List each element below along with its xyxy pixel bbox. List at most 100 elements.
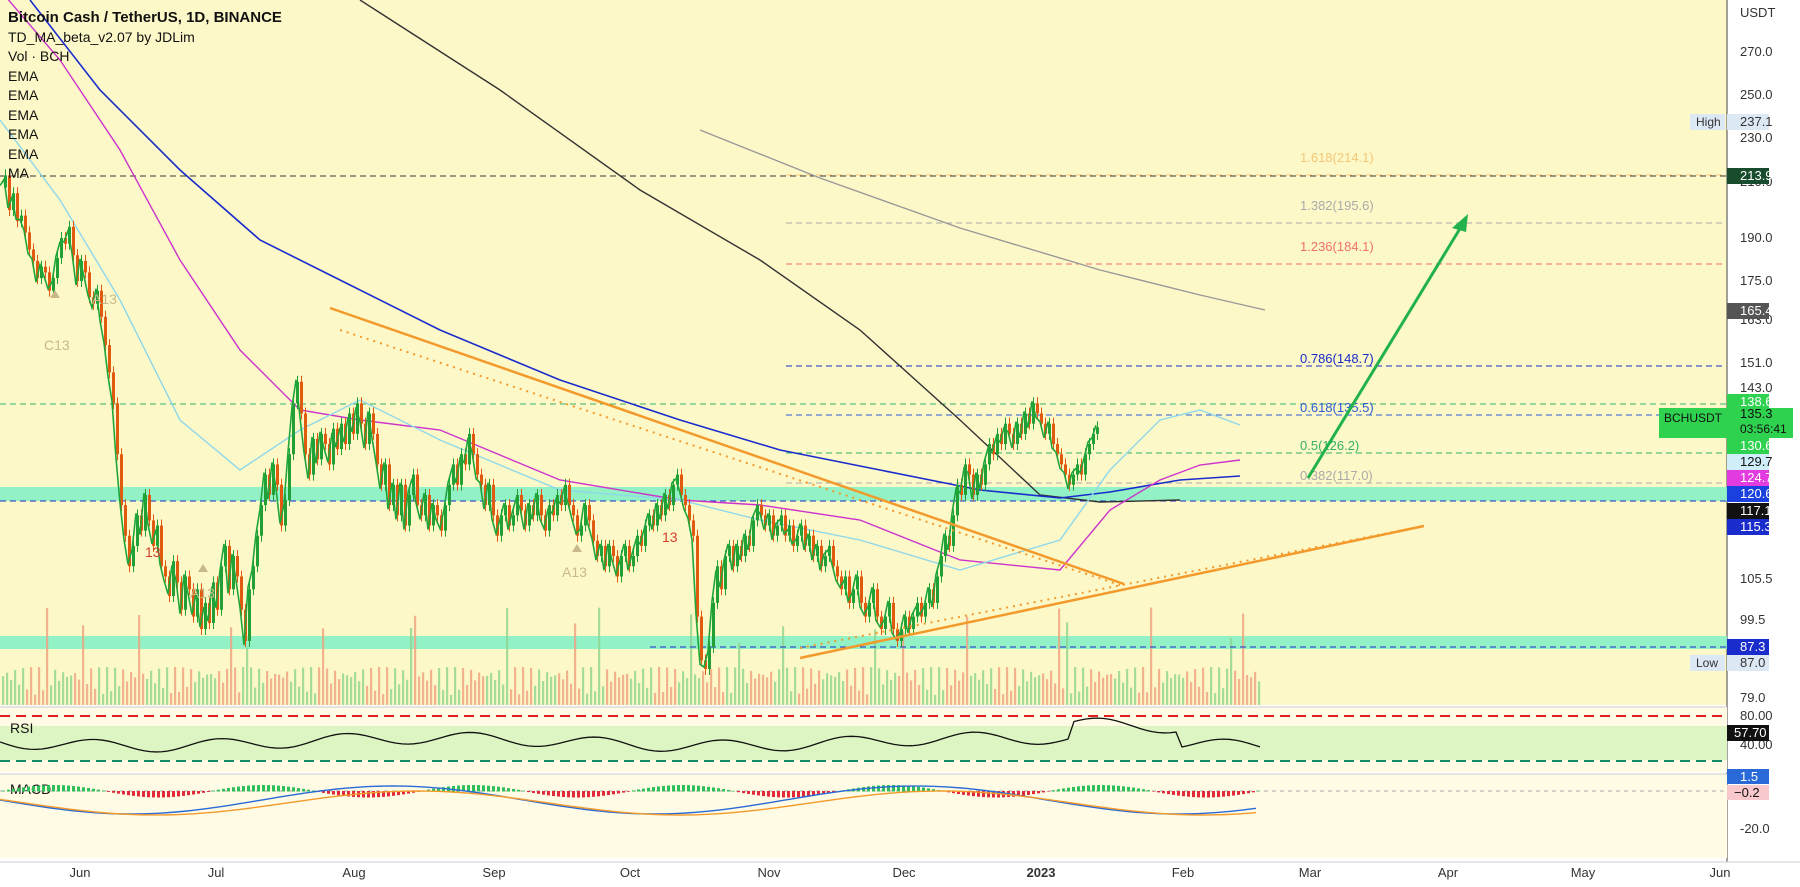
indicator-label[interactable]: EMA bbox=[8, 87, 39, 103]
price-tag-caption-bg bbox=[1690, 114, 1725, 130]
macd-bar bbox=[752, 791, 755, 795]
volume-bar bbox=[726, 667, 729, 705]
volume-bar bbox=[1102, 677, 1105, 705]
volume-bar bbox=[394, 668, 397, 705]
volume-bar bbox=[118, 686, 121, 705]
volume-bar bbox=[174, 667, 177, 705]
indicator-label[interactable]: Vol · BCH bbox=[8, 48, 70, 64]
macd-bar bbox=[777, 791, 780, 798]
setup-triangle bbox=[50, 290, 60, 298]
indicator-label[interactable]: EMA bbox=[8, 145, 39, 162]
candle-body bbox=[160, 525, 163, 567]
macd-bar bbox=[492, 786, 495, 792]
candle-body bbox=[920, 602, 923, 617]
volume-bar bbox=[498, 670, 501, 705]
volume-bar bbox=[550, 676, 553, 705]
price-tag-caption: Low bbox=[1696, 656, 1718, 670]
volume-bar bbox=[1026, 681, 1029, 705]
macd-bar bbox=[2, 790, 5, 792]
macd-bar bbox=[807, 791, 810, 797]
volume-bar bbox=[58, 680, 61, 705]
macd-bar bbox=[1152, 791, 1155, 792]
candle-body bbox=[408, 494, 411, 526]
volume-bar bbox=[862, 667, 865, 705]
macd-bar bbox=[872, 785, 875, 792]
volume-bar bbox=[790, 691, 793, 705]
candle-body bbox=[88, 272, 91, 298]
candle-body bbox=[956, 484, 959, 516]
candle-body bbox=[312, 438, 315, 475]
volume-bar bbox=[866, 694, 869, 705]
volume-bar bbox=[874, 629, 877, 705]
macd-bar bbox=[707, 786, 710, 792]
volume-bar bbox=[966, 616, 969, 705]
candle-body bbox=[416, 474, 419, 506]
macd-bar bbox=[992, 791, 995, 798]
symbol-title: Bitcoin Cash / TetherUS, 1D, BINANCE bbox=[8, 9, 282, 26]
indicator-label[interactable]: EMA bbox=[8, 67, 39, 84]
candle-body bbox=[976, 474, 979, 495]
macd-bar bbox=[452, 785, 455, 792]
volume-bar bbox=[938, 667, 941, 705]
macd-bar bbox=[287, 786, 290, 792]
volume-bar bbox=[446, 667, 449, 705]
indicator-label[interactable]: TD_MA_beta_v2.07 by JDLim bbox=[8, 28, 195, 45]
macd-bar bbox=[1172, 791, 1175, 795]
candle-body bbox=[276, 464, 279, 485]
macd-bar bbox=[957, 791, 960, 795]
candle-body bbox=[16, 193, 19, 222]
volume-bar bbox=[1238, 678, 1241, 705]
volume-bar bbox=[602, 686, 605, 705]
volume-bar bbox=[1074, 667, 1077, 705]
volume-bar bbox=[542, 681, 545, 705]
volume-bar bbox=[730, 692, 733, 705]
volume-bar bbox=[350, 677, 353, 705]
candle-body bbox=[516, 494, 519, 516]
volume-bar bbox=[578, 688, 581, 705]
macd-bar bbox=[762, 791, 765, 797]
rsi-band bbox=[0, 726, 1727, 760]
volume-bar bbox=[70, 675, 73, 705]
macd-bar bbox=[542, 791, 545, 795]
macd-bar bbox=[547, 791, 550, 796]
candle-body bbox=[76, 255, 79, 281]
macd-bar bbox=[667, 785, 670, 792]
macd-bar bbox=[527, 791, 530, 793]
volume-bar bbox=[274, 673, 277, 705]
candle-body bbox=[28, 232, 31, 250]
candle-body bbox=[988, 444, 991, 465]
volume-bar bbox=[458, 689, 461, 705]
macd-bar bbox=[187, 791, 190, 796]
volume-bar bbox=[854, 667, 857, 705]
volume-bar bbox=[330, 683, 333, 705]
macd-bar bbox=[567, 791, 570, 798]
candle-body bbox=[256, 535, 259, 567]
volume-bar bbox=[46, 607, 49, 705]
forecast-arrow-shaft bbox=[1306, 221, 1466, 479]
macd-bar bbox=[117, 791, 120, 794]
macd-bar bbox=[432, 788, 435, 792]
volume-bar bbox=[826, 673, 829, 705]
volume-bar bbox=[342, 673, 345, 705]
macd-bar bbox=[782, 791, 785, 798]
price-tag-value: 87.3 bbox=[1740, 639, 1765, 654]
macd-bar bbox=[347, 791, 350, 797]
setup-annotation: A13 bbox=[190, 585, 215, 601]
volume-bar bbox=[334, 670, 337, 705]
macd-bar bbox=[787, 791, 790, 798]
macd-bar bbox=[507, 788, 510, 792]
candle-body bbox=[840, 576, 843, 590]
volume-bar bbox=[754, 678, 757, 705]
macd-bar bbox=[337, 791, 340, 796]
volume-bar bbox=[178, 691, 181, 705]
indicator-label[interactable]: MA bbox=[8, 165, 29, 181]
macd-bar bbox=[1127, 786, 1130, 792]
volume-bar bbox=[506, 608, 509, 705]
macd-bar bbox=[647, 787, 650, 792]
volume-bar bbox=[930, 667, 933, 705]
volume-bar bbox=[82, 625, 85, 705]
indicator-label[interactable]: EMA bbox=[8, 126, 39, 142]
indicator-label[interactable]: EMA bbox=[8, 106, 39, 123]
macd-bar bbox=[1167, 791, 1170, 795]
